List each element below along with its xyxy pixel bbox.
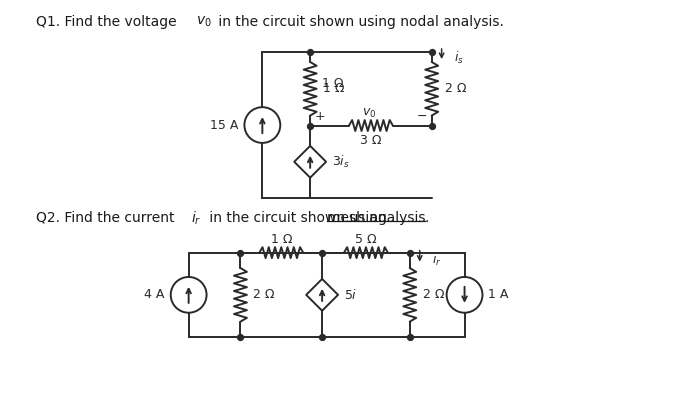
Point: [316, 334, 328, 340]
Point: [304, 122, 316, 129]
Text: 3 Ω: 3 Ω: [360, 135, 382, 147]
Text: mesh analysis: mesh analysis: [327, 211, 426, 225]
Text: 4 A: 4 A: [144, 289, 164, 301]
Text: $5i$: $5i$: [344, 288, 358, 302]
Point: [426, 49, 438, 55]
Text: $i_r$: $i_r$: [191, 209, 202, 226]
Text: 1 Ω: 1 Ω: [322, 77, 344, 90]
Text: $i_r$: $i_r$: [432, 251, 441, 268]
Point: [404, 249, 415, 256]
Point: [234, 334, 246, 340]
Point: [234, 249, 246, 256]
Text: in the circuit shown using nodal analysis.: in the circuit shown using nodal analysi…: [214, 15, 503, 29]
Text: 2 Ω: 2 Ω: [444, 82, 466, 95]
Point: [404, 334, 415, 340]
Text: $v_0$: $v_0$: [196, 15, 212, 29]
Text: 15 A: 15 A: [210, 118, 239, 131]
Text: in the circuit shown using: in the circuit shown using: [204, 211, 391, 225]
Text: $v_0$: $v_0$: [362, 107, 376, 120]
Point: [316, 249, 328, 256]
Text: Q2. Find the current: Q2. Find the current: [36, 211, 179, 225]
Text: 2 Ω: 2 Ω: [423, 289, 445, 301]
Text: 1 Ω: 1 Ω: [270, 233, 292, 246]
Text: +: +: [315, 110, 326, 123]
Text: $3i_s$: $3i_s$: [332, 154, 350, 170]
Text: 1 A: 1 A: [489, 289, 509, 301]
Point: [426, 122, 438, 129]
Text: 1 Ω: 1 Ω: [323, 82, 344, 95]
Text: Q1. Find the voltage: Q1. Find the voltage: [36, 15, 181, 29]
Text: $i_s$: $i_s$: [454, 50, 463, 66]
Point: [304, 49, 316, 55]
Text: −: −: [416, 110, 427, 123]
Text: .: .: [425, 211, 429, 225]
Text: 5 Ω: 5 Ω: [355, 233, 377, 246]
Text: 2 Ω: 2 Ω: [253, 289, 275, 301]
